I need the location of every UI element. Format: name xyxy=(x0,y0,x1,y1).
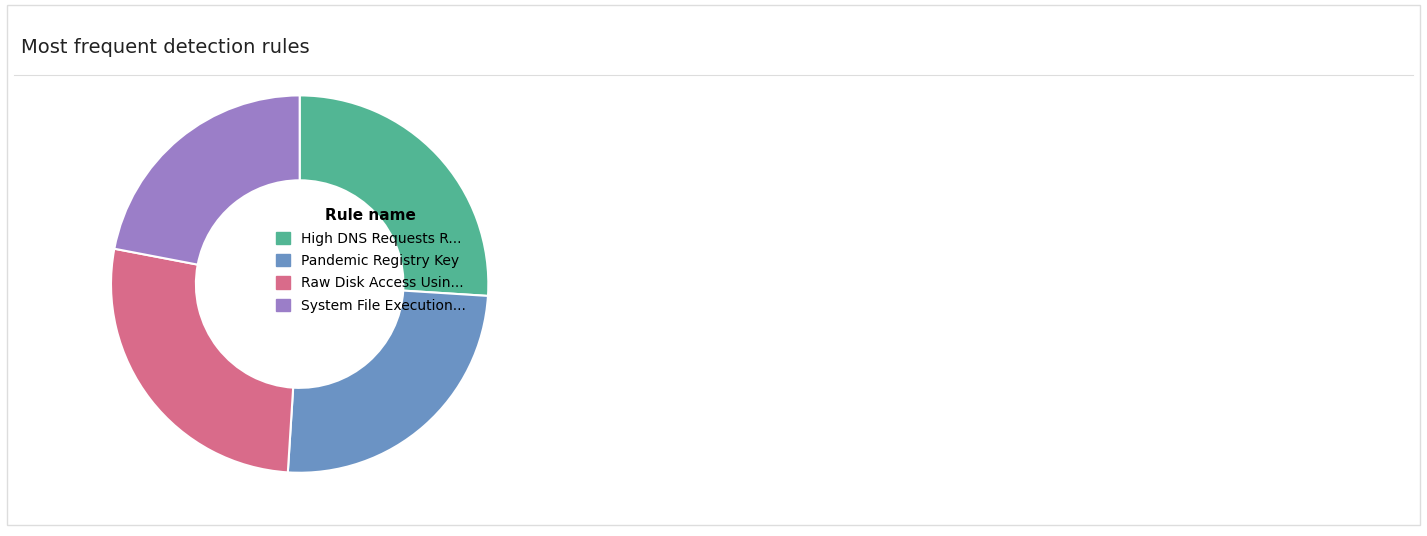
Wedge shape xyxy=(111,249,293,472)
Wedge shape xyxy=(288,291,488,473)
Wedge shape xyxy=(114,95,300,265)
Text: Most frequent detection rules: Most frequent detection rules xyxy=(21,38,310,56)
Wedge shape xyxy=(300,95,488,296)
Legend: High DNS Requests R..., Pandemic Registry Key, Raw Disk Access Usin..., System F: High DNS Requests R..., Pandemic Registr… xyxy=(268,202,472,319)
